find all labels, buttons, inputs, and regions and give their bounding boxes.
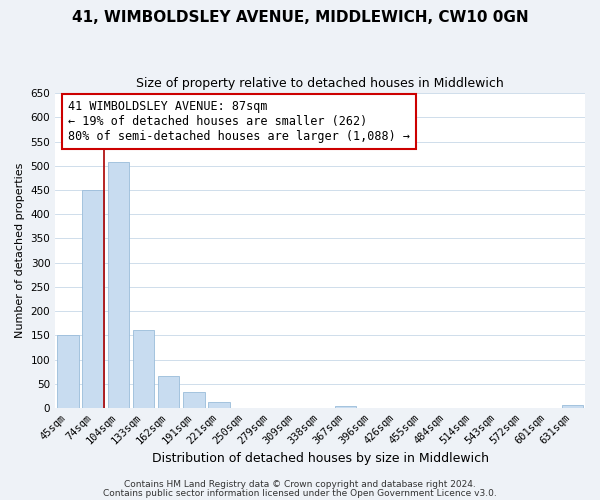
Bar: [183, 392, 205, 408]
Y-axis label: Number of detached properties: Number of detached properties: [15, 163, 25, 338]
Text: Contains HM Land Registry data © Crown copyright and database right 2024.: Contains HM Land Registry data © Crown c…: [124, 480, 476, 489]
Bar: [335, 406, 356, 408]
Bar: [158, 376, 179, 408]
Text: Contains public sector information licensed under the Open Government Licence v3: Contains public sector information licen…: [103, 488, 497, 498]
Bar: [133, 330, 154, 408]
Text: 41 WIMBOLDSLEY AVENUE: 87sqm
← 19% of detached houses are smaller (262)
80% of s: 41 WIMBOLDSLEY AVENUE: 87sqm ← 19% of de…: [68, 100, 410, 144]
Bar: [57, 336, 79, 408]
Text: 41, WIMBOLDSLEY AVENUE, MIDDLEWICH, CW10 0GN: 41, WIMBOLDSLEY AVENUE, MIDDLEWICH, CW10…: [71, 10, 529, 25]
Bar: [208, 402, 230, 408]
Bar: [107, 162, 129, 408]
Bar: [82, 190, 104, 408]
X-axis label: Distribution of detached houses by size in Middlewich: Distribution of detached houses by size …: [152, 452, 488, 465]
Bar: [562, 404, 583, 408]
Title: Size of property relative to detached houses in Middlewich: Size of property relative to detached ho…: [136, 78, 504, 90]
